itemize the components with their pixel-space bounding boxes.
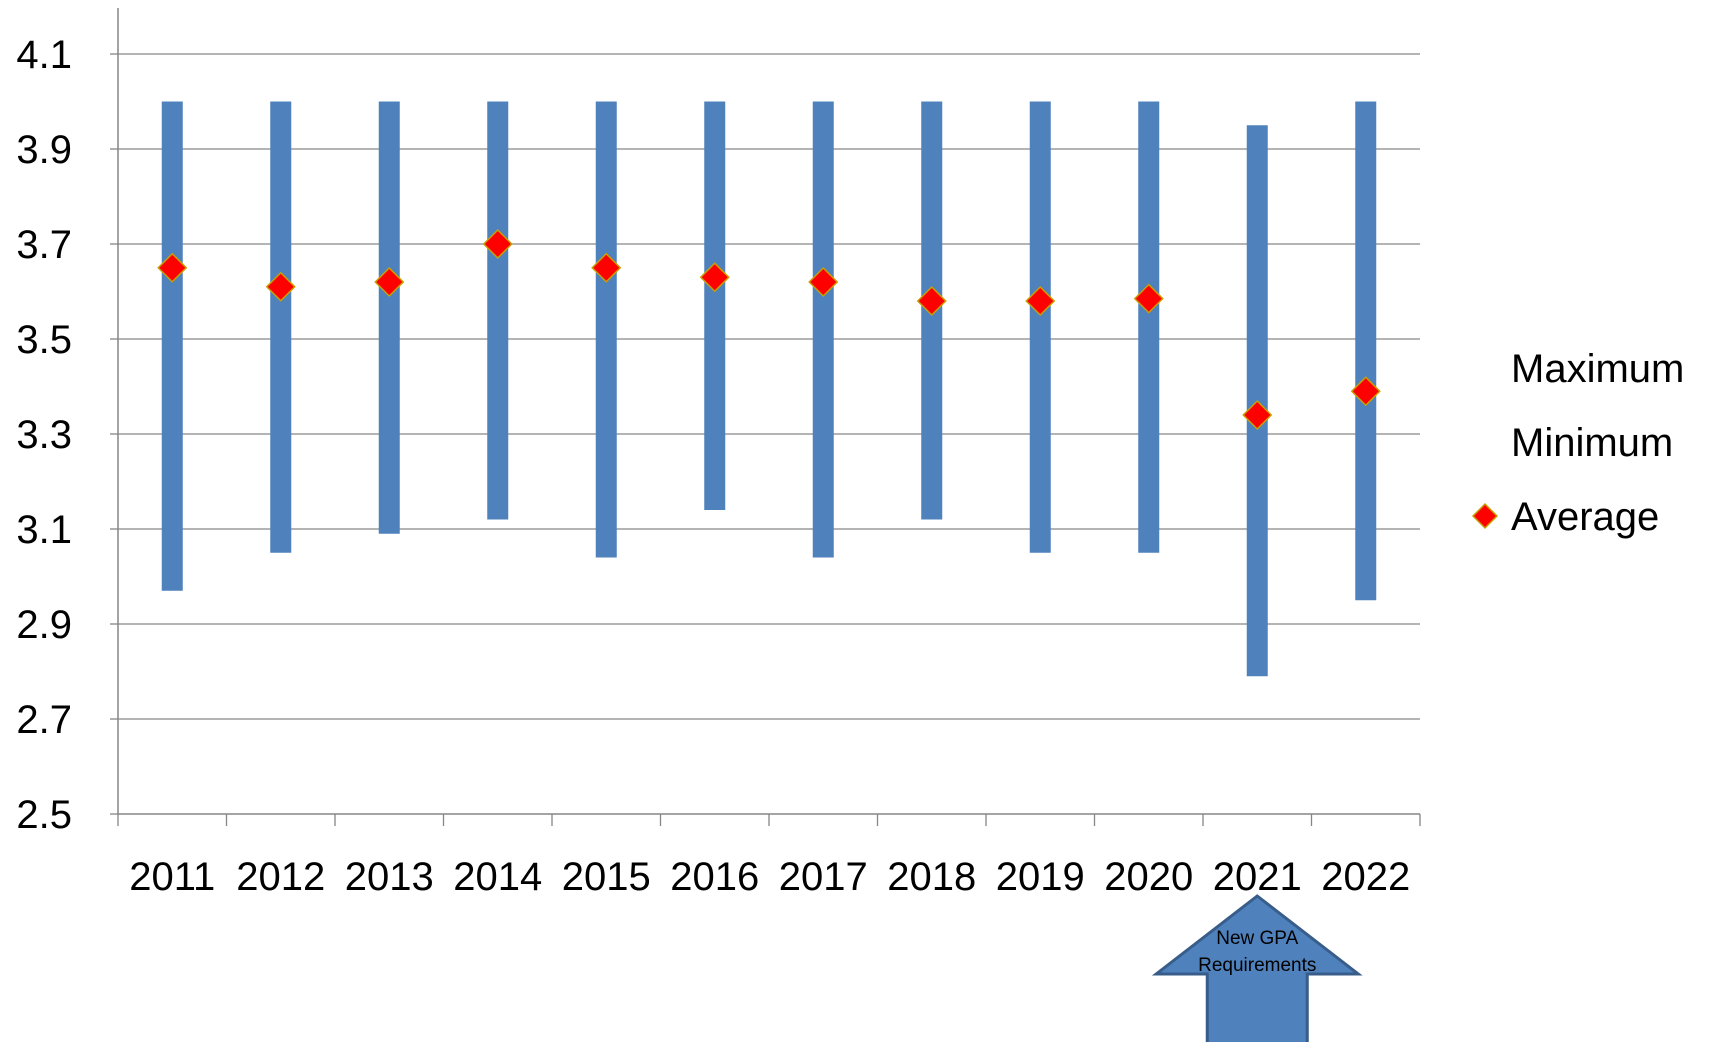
average-marker-2018 (916, 285, 947, 317)
average-marker-2020 (1133, 283, 1164, 314)
callout-text-line1: New GPA (1216, 928, 1298, 949)
x-tick-label-2019: 2019 (996, 855, 1085, 899)
average-marker-2019 (1025, 285, 1056, 317)
range-bar-2013 (378, 101, 400, 534)
y-tick-label: 3.3 (16, 413, 72, 457)
legend-label-minimum: Minimum (1511, 421, 1673, 465)
average-marker-2021 (1242, 399, 1273, 431)
average-marker-2016 (699, 262, 730, 293)
x-tick-label-2021: 2021 (1213, 855, 1302, 899)
x-tick-label-2022: 2022 (1321, 855, 1410, 899)
y-tick-label: 3.7 (16, 223, 72, 267)
average-markers (157, 228, 1381, 431)
x-tick-label-2020: 2020 (1104, 855, 1193, 899)
legend-label-average: Average (1511, 495, 1659, 539)
average-marker-2014 (482, 228, 513, 260)
x-tick-label-2012: 2012 (236, 855, 325, 899)
average-marker-2022 (1350, 376, 1381, 407)
average-marker-2011 (157, 252, 188, 283)
range-bar-2019 (1029, 101, 1051, 553)
x-tick-label-2015: 2015 (562, 855, 651, 899)
y-tick-label: 4.1 (16, 33, 72, 77)
x-tick-label-2016: 2016 (670, 855, 759, 899)
range-bar-2012 (270, 101, 292, 553)
x-tick-label-2011: 2011 (129, 855, 215, 899)
range-bar-2022 (1355, 101, 1377, 601)
up-arrow-icon (1151, 894, 1363, 1042)
x-tick-label-2014: 2014 (453, 855, 542, 899)
legend: Maximum Minimum Average (1471, 347, 1684, 539)
y-tick-label: 3.5 (16, 318, 72, 362)
y-tick-label: 3.1 (16, 508, 72, 552)
average-marker-2017 (808, 266, 839, 298)
y-tick-label: 2.7 (16, 698, 72, 742)
legend-label-maximum: Maximum (1511, 347, 1684, 391)
average-marker-2012 (265, 271, 296, 302)
range-bars (161, 101, 1377, 677)
range-bar-2015 (595, 101, 617, 558)
average-marker-2015 (591, 252, 622, 283)
x-axis-tick-labels: 2011 2012 2013 2014 2015 2016 2017 2018 2019 2020… (129, 855, 1410, 899)
range-bar-2017 (812, 101, 834, 558)
average-marker-2013 (374, 266, 405, 298)
axes (117, 8, 1421, 826)
callout-text-line2: Requirements (1198, 955, 1316, 976)
y-axis-tick-labels: 2.5 2.7 2.9 3.1 3.3 3.5 3.7 3.9 4.1 (16, 33, 72, 837)
gridlines (110, 53, 1420, 815)
range-bar-2011 (161, 101, 183, 591)
y-tick-label: 2.5 (16, 793, 72, 837)
new-gpa-requirements-callout: New GPA Requirements (1151, 894, 1363, 1042)
legend-average-marker (1471, 502, 1499, 530)
range-bar-2020 (1138, 101, 1160, 553)
y-tick-label: 3.9 (16, 128, 72, 172)
range-bar-2016 (704, 101, 726, 510)
x-tick-label-2017: 2017 (779, 855, 868, 899)
x-tick-label-2013: 2013 (345, 855, 434, 899)
range-bar-2014 (487, 101, 509, 520)
y-tick-label: 2.9 (16, 603, 72, 647)
x-tick-label-2018: 2018 (887, 855, 976, 899)
